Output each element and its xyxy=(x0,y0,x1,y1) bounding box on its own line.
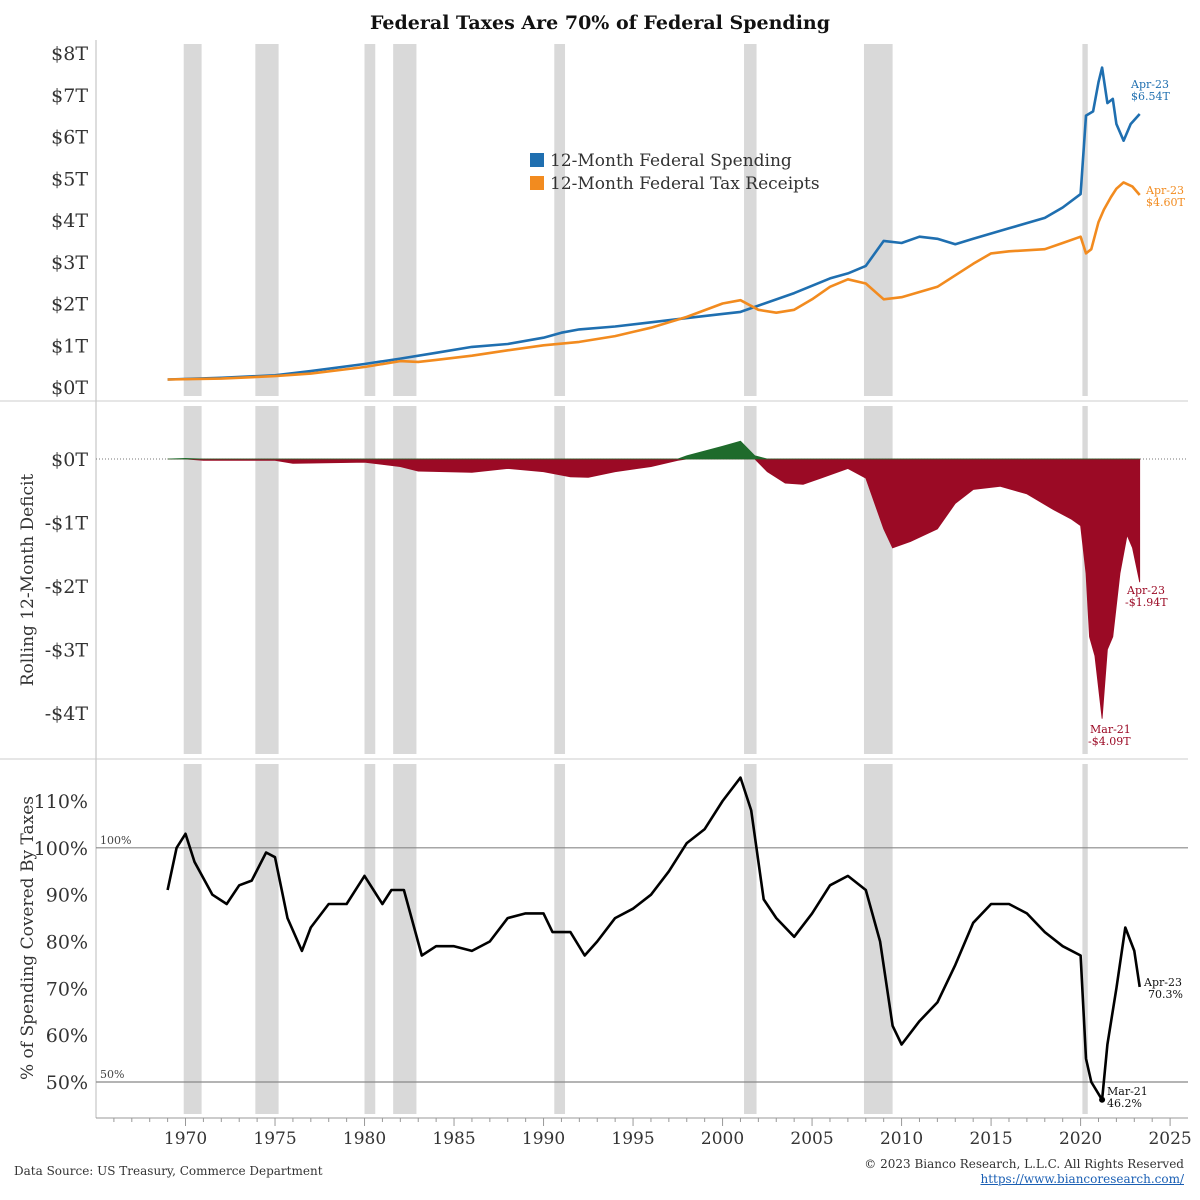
coverage-min-value-label: 46.2% xyxy=(1107,1097,1142,1110)
deficit-end-value-label: -$1.94T xyxy=(1125,596,1168,609)
legend-spending-label: 12-Month Federal Spending xyxy=(550,151,792,171)
chart-title: Federal Taxes Are 70% of Federal Spendin… xyxy=(369,12,831,34)
surplus-area xyxy=(167,440,1140,460)
x-tick-label: 2025 xyxy=(1148,1129,1191,1149)
x-tick-label: 2010 xyxy=(880,1129,923,1149)
recession-band xyxy=(1082,764,1088,1114)
y-axis-label: % of Spending Covered By Taxes xyxy=(18,796,38,1080)
x-tick-label: 1995 xyxy=(611,1129,654,1149)
y-tick-label: $6T xyxy=(51,127,88,149)
x-tick-label: 1980 xyxy=(343,1129,386,1149)
coverage-end-value-label: 70.3% xyxy=(1148,988,1183,1001)
recession-band xyxy=(183,44,202,396)
coverage-min-marker xyxy=(1099,1096,1106,1103)
y-tick-label: $5T xyxy=(51,168,88,190)
y-tick-label: 70% xyxy=(46,978,88,1000)
recession-band xyxy=(1082,406,1088,754)
receipts-end-date-label: Apr-23 xyxy=(1145,184,1184,197)
y-tick-label: -$1T xyxy=(45,513,89,535)
recession-band xyxy=(863,44,893,396)
y-tick-label: $7T xyxy=(51,85,88,107)
y-axis-label: Rolling 12-Month Deficit xyxy=(18,474,38,687)
y-tick-label: $4T xyxy=(51,210,88,232)
x-tick-label: 1985 xyxy=(432,1129,475,1149)
y-tick-label: $3T xyxy=(51,252,88,274)
deficit-min-value-label: -$4.09T xyxy=(1088,735,1131,748)
x-tick-label: 1990 xyxy=(522,1129,565,1149)
legend-spending-swatch xyxy=(530,153,544,167)
x-tick-label: 1970 xyxy=(164,1129,207,1149)
deficit-area xyxy=(167,458,1141,719)
y-tick-label: -$2T xyxy=(45,576,89,598)
y-tick-label: 50% xyxy=(46,1072,88,1094)
website-link[interactable]: https://www.biancoresearch.com/ xyxy=(980,1172,1184,1186)
y-tick-label: $0T xyxy=(51,377,88,399)
recession-band xyxy=(255,406,279,754)
spending-end-value-label: $6.54T xyxy=(1131,90,1170,103)
y-tick-label: $8T xyxy=(51,43,88,65)
y-tick-label: 80% xyxy=(46,932,88,954)
spending-end-date-label: Apr-23 xyxy=(1130,78,1169,91)
spending-line xyxy=(167,66,1141,381)
x-tick-label: 2015 xyxy=(969,1129,1012,1149)
recession-band xyxy=(183,764,202,1114)
receipts-line xyxy=(167,181,1141,381)
y-tick-label: 90% xyxy=(46,885,88,907)
y-tick-label: $1T xyxy=(51,335,88,357)
receipts-end-value-label: $4.60T xyxy=(1146,196,1185,209)
y-tick-label: $2T xyxy=(51,294,88,316)
y-tick-label: -$3T xyxy=(45,640,89,662)
recession-band xyxy=(255,764,279,1114)
x-tick-label: 2000 xyxy=(701,1129,744,1149)
recession-band xyxy=(554,44,566,396)
recession-band xyxy=(744,764,757,1114)
coverage-line xyxy=(166,776,1141,1102)
recession-band xyxy=(1082,44,1088,396)
recession-band xyxy=(393,44,417,396)
coverage-end-date-label: Apr-23 xyxy=(1143,976,1182,989)
x-tick-label: 1975 xyxy=(253,1129,296,1149)
legend-receipts-swatch xyxy=(530,176,544,190)
y-tick-label: 110% xyxy=(34,791,88,813)
copyright-note: © 2023 Bianco Research, L.L.C. All Right… xyxy=(864,1157,1184,1171)
coverage-min-date-label: Mar-21 xyxy=(1107,1085,1148,1098)
deficit-min-date-label: Mar-21 xyxy=(1090,723,1131,736)
recession-band xyxy=(744,406,757,754)
recession-band xyxy=(393,406,417,754)
legend-spending: 12-Month Federal Spending xyxy=(530,151,792,171)
x-tick-label: 2005 xyxy=(790,1129,833,1149)
recession-band xyxy=(554,764,566,1114)
recession-band xyxy=(554,406,566,754)
recession-band xyxy=(364,764,376,1114)
y-tick-label: 60% xyxy=(46,1025,88,1047)
recession-band xyxy=(364,406,376,754)
x-tick-label: 2020 xyxy=(1059,1129,1102,1149)
deficit-end-date-label: Apr-23 xyxy=(1126,584,1165,597)
recession-band xyxy=(393,764,417,1114)
reference-line-label: 100% xyxy=(100,834,131,847)
recession-band xyxy=(183,406,202,754)
recession-band xyxy=(863,406,893,754)
data-source-note: Data Source: US Treasury, Commerce Depar… xyxy=(14,1164,323,1178)
recession-band xyxy=(255,44,279,396)
y-tick-label: -$4T xyxy=(45,703,89,725)
recession-band xyxy=(364,44,376,396)
reference-line-label: 50% xyxy=(100,1068,124,1081)
y-tick-label: $0T xyxy=(51,449,88,471)
y-tick-label: 100% xyxy=(34,838,88,860)
legend-receipts-label: 12-Month Federal Tax Receipts xyxy=(550,174,820,194)
recession-band xyxy=(744,44,757,396)
legend-receipts: 12-Month Federal Tax Receipts xyxy=(530,174,820,194)
